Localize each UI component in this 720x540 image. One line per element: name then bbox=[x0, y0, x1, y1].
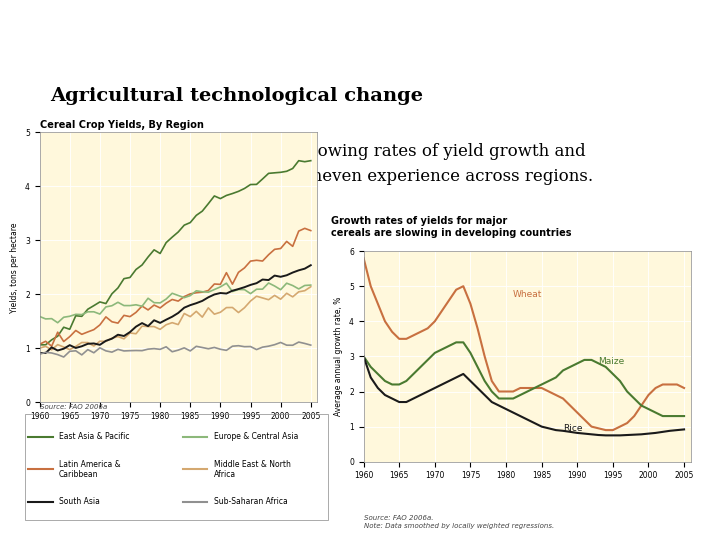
Text: South Asia: South Asia bbox=[59, 497, 99, 506]
Text: CORNELL: CORNELL bbox=[50, 29, 73, 34]
Text: Source: FAO 2006a: Source: FAO 2006a bbox=[40, 404, 107, 410]
Text: Slowing rates of yield growth and
uneven experience across regions.: Slowing rates of yield growth and uneven… bbox=[300, 143, 593, 185]
Text: Supply Drivers: Supply Drivers bbox=[469, 25, 654, 45]
Text: Rice: Rice bbox=[563, 424, 582, 433]
Text: Europe & Central Asia: Europe & Central Asia bbox=[214, 433, 298, 441]
Text: Middle East & North
Africa: Middle East & North Africa bbox=[214, 460, 290, 479]
Text: Maize: Maize bbox=[598, 357, 625, 366]
Text: UNIV: UNIV bbox=[55, 38, 67, 43]
Y-axis label: Yields, tons per hectare: Yields, tons per hectare bbox=[11, 222, 19, 313]
Text: Cornell University: Cornell University bbox=[158, 28, 294, 43]
Text: Growth rates of yields for major
cereals are slowing in developing countries: Growth rates of yields for major cereals… bbox=[331, 216, 572, 238]
Text: Latin America &
Caribbean: Latin America & Caribbean bbox=[59, 460, 120, 479]
Text: East Asia & Pacific: East Asia & Pacific bbox=[59, 433, 130, 441]
Text: Wheat: Wheat bbox=[513, 291, 543, 300]
Text: Cereal Crop Yields, By Region: Cereal Crop Yields, By Region bbox=[40, 120, 204, 130]
Text: Source: FAO 2006a.
Note: Data smoothed by locally weighted regressions.: Source: FAO 2006a. Note: Data smoothed b… bbox=[364, 515, 554, 529]
Text: Sub-Saharan Africa: Sub-Saharan Africa bbox=[214, 497, 287, 506]
Text: Agricultural technological change: Agricultural technological change bbox=[50, 87, 423, 105]
Y-axis label: Average annual growth rate, %: Average annual growth rate, % bbox=[335, 296, 343, 416]
